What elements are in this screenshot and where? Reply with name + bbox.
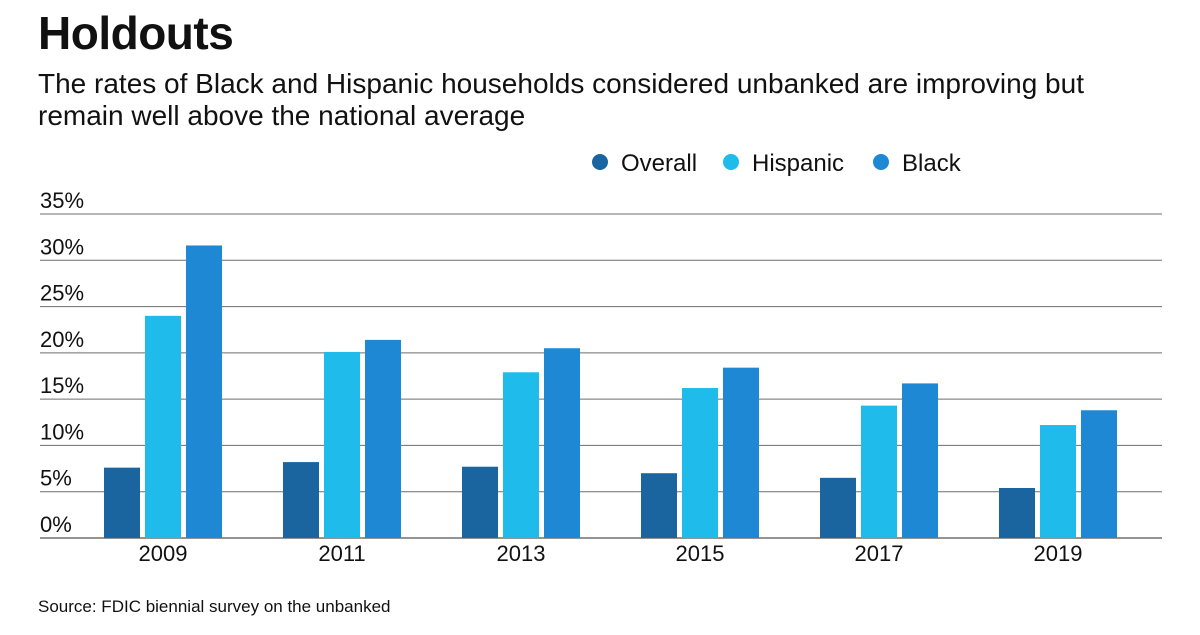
x-tick-label: 2017 <box>855 541 904 566</box>
chart-title: Holdouts <box>38 7 234 59</box>
bar-overall-2011 <box>283 462 319 538</box>
bar-hispanic-2019 <box>1040 425 1076 538</box>
legend-marker-hispanic <box>723 154 739 170</box>
y-tick-label: 20% <box>40 327 84 352</box>
legend-marker-black <box>873 154 889 170</box>
bar-hispanic-2011 <box>324 351 360 538</box>
y-tick-label: 0% <box>40 512 72 537</box>
bar-overall-2017 <box>820 477 856 538</box>
bar-hispanic-2013 <box>503 372 539 538</box>
y-tick-label: 35% <box>40 188 84 213</box>
bar-black-2013 <box>544 348 580 538</box>
bar-overall-2013 <box>462 466 498 538</box>
y-tick-label: 15% <box>40 373 84 398</box>
source-note: Source: FDIC biennial survey on the unba… <box>38 597 391 616</box>
bar-black-2015 <box>723 367 759 538</box>
bar-black-2009 <box>186 245 222 538</box>
x-tick-label: 2019 <box>1034 541 1083 566</box>
x-tick-label: 2011 <box>318 541 365 566</box>
chart-subtitle: The rates of Black and Hispanic househol… <box>38 68 1084 131</box>
legend-label-overall: Overall <box>621 150 697 177</box>
bar-hispanic-2015 <box>682 388 718 538</box>
bar-overall-2019 <box>999 488 1035 538</box>
legend-label-hispanic: Hispanic <box>752 150 844 177</box>
y-tick-label: 30% <box>40 234 84 259</box>
bar-hispanic-2017 <box>861 405 897 538</box>
bar-overall-2015 <box>641 473 677 538</box>
bar-hispanic-2009 <box>145 315 181 538</box>
bar-overall-2009 <box>104 467 140 538</box>
bar-black-2017 <box>902 383 938 538</box>
y-tick-label: 5% <box>40 466 72 491</box>
legend-label-black: Black <box>902 150 962 177</box>
bar-black-2019 <box>1081 410 1117 538</box>
x-tick-label: 2015 <box>676 541 725 566</box>
bar-black-2011 <box>365 339 401 538</box>
x-tick-label: 2009 <box>139 541 188 566</box>
x-tick-label: 2013 <box>497 541 546 566</box>
y-tick-label: 25% <box>40 281 84 306</box>
y-tick-label: 10% <box>40 419 84 444</box>
legend-marker-overall <box>592 154 608 170</box>
